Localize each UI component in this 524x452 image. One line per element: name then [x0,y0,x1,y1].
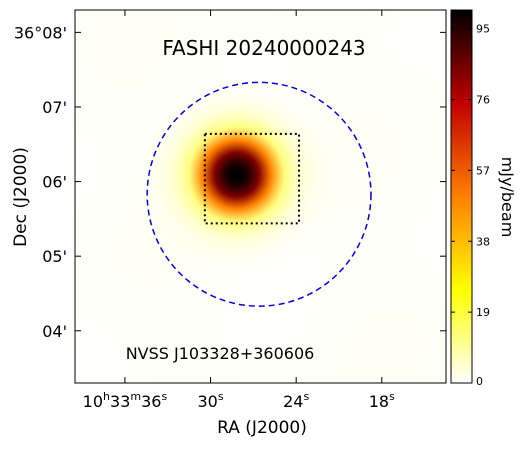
source-box [203,132,301,225]
colorbar-tick-label-1: 19 [476,306,490,319]
overlays [146,81,372,307]
colorbar-tick-label-5: 95 [476,23,490,36]
colorbar [450,9,473,384]
y-tick-label-0: 36°08' [14,23,67,42]
x-tick-label-1: 30s [198,390,224,411]
x-axis: 10h33m36s 30s 24s 18s [83,10,395,411]
colorbar-tick-label-2: 38 [476,235,490,248]
colorbar-tick-label-0: 0 [476,375,483,388]
y-tick-label-1: 07' [42,98,67,117]
colorbar-label: mJy/beam [498,157,517,238]
x-tick-label-0: 10h33m36s [83,390,168,411]
y-axis: 36°08' 07' 06' 05' 04' [14,23,446,341]
beam-circle [146,81,372,307]
plot-frame [74,9,447,384]
y-axis-label: Dec (J2000) [11,147,31,247]
colorbar-ticks: 0 19 38 57 76 95 [451,23,490,388]
heatmap-image [75,10,446,383]
x-axis-label: RA (J2000) [217,418,307,438]
y-tick-label-4: 04' [42,322,67,341]
colorbar-tick-label-4: 76 [476,94,490,107]
colorbar-tick-label-3: 57 [476,164,490,177]
chart-title: FASHI 20240000243 [162,36,365,60]
source-annotation: NVSS J103328+360606 [126,344,315,363]
y-tick-label-2: 06' [42,173,67,192]
y-tick-label-3: 05' [42,247,67,266]
x-tick-label-3: 18s [369,390,395,411]
x-tick-label-2: 24s [283,390,309,411]
